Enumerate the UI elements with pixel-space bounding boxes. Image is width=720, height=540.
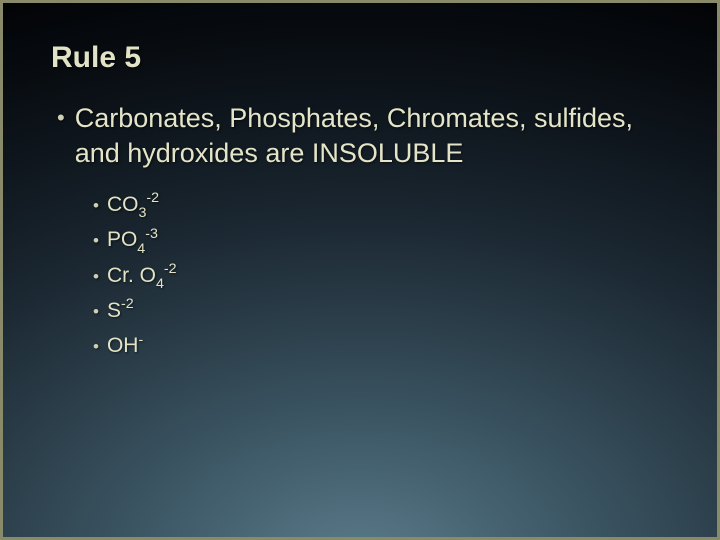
bullet-icon: • [93,228,99,254]
chemical-formula: PO4-3 [107,223,158,258]
formula-subscript: 4 [156,276,164,292]
chemical-formula: CO3-2 [107,188,159,223]
formula-superscript: -2 [164,261,177,277]
list-item: • S-2 [93,294,669,329]
formula-subscript: 3 [138,205,146,221]
formula-superscript: -3 [145,226,158,242]
formula-superscript: - [138,332,143,348]
formula-base: CO [107,193,139,216]
bullet-icon: • [57,101,65,135]
list-item: • OH- [93,329,669,364]
formula-superscript: -2 [121,296,134,312]
formula-list: • CO3-2 • PO4-3 • Cr. O4-2 • S-2 • [93,188,669,365]
chemical-formula: Cr. O4-2 [107,259,177,294]
formula-superscript: -2 [146,190,159,206]
main-bullet: • Carbonates, Phosphates, Chromates, sul… [57,101,669,170]
list-item: • Cr. O4-2 [93,259,669,294]
list-item: • CO3-2 [93,188,669,223]
chemical-formula: S-2 [107,294,134,329]
formula-subscript: 4 [137,241,145,257]
list-item: • PO4-3 [93,223,669,258]
main-bullet-text: Carbonates, Phosphates, Chromates, sulfi… [75,101,669,170]
formula-base: S [107,299,121,322]
formula-base: OH [107,334,139,357]
bullet-icon: • [93,264,99,290]
slide: Rule 5 • Carbonates, Phosphates, Chromat… [0,0,720,540]
chemical-formula: OH- [107,329,143,364]
bullet-icon: • [93,334,99,360]
formula-base: PO [107,228,137,251]
slide-title: Rule 5 [51,41,669,75]
bullet-icon: • [93,193,99,219]
bullet-icon: • [93,299,99,325]
formula-base: Cr. O [107,264,156,287]
